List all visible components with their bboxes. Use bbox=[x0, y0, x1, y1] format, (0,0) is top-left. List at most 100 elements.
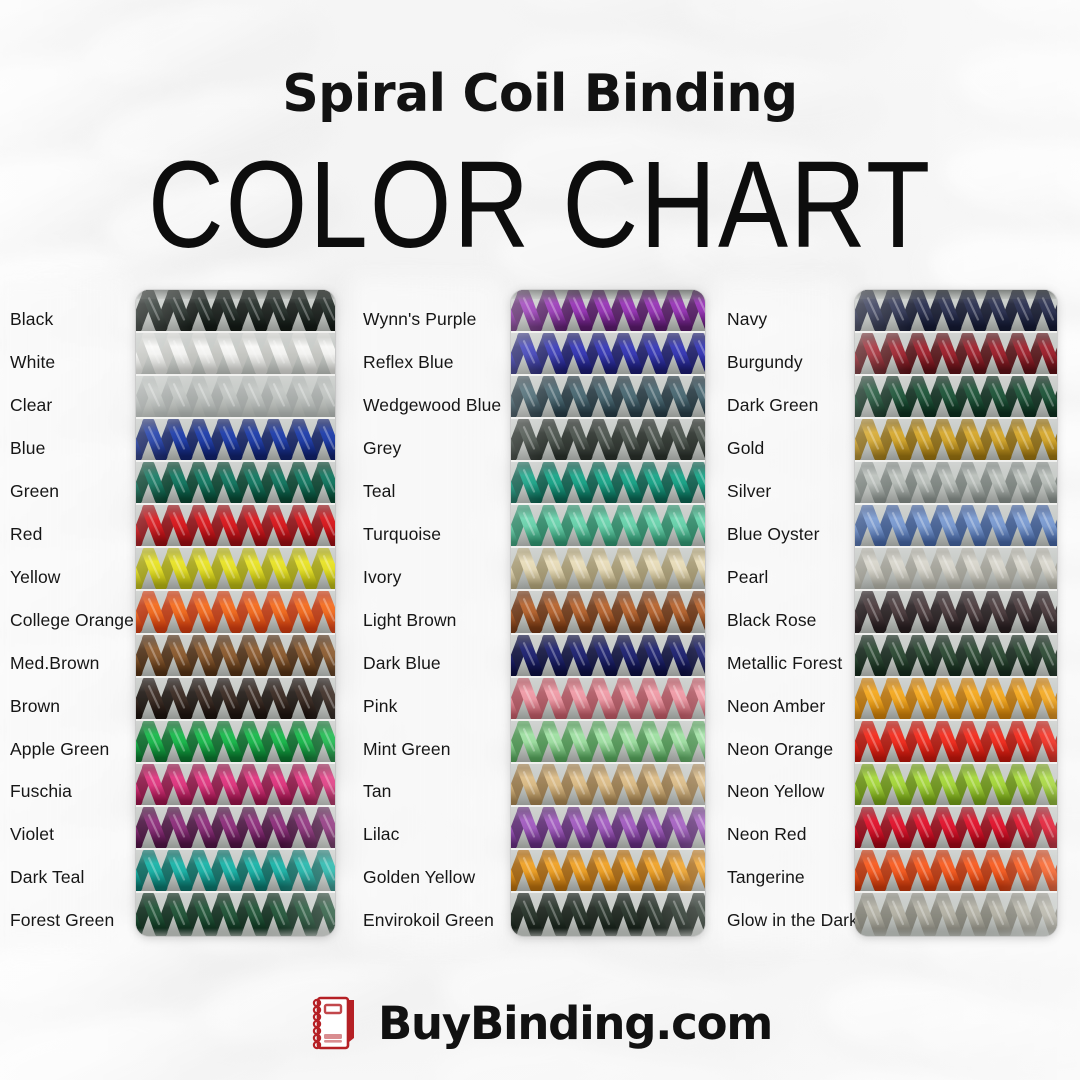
coil-swatch-row[interactable] bbox=[136, 591, 335, 635]
coil-swatch-row[interactable] bbox=[511, 677, 705, 721]
color-label[interactable]: Clear bbox=[10, 394, 53, 415]
coil-swatch-row[interactable] bbox=[136, 849, 335, 893]
coil-swatch-row[interactable] bbox=[136, 505, 335, 549]
coil-swatch-row[interactable] bbox=[136, 419, 335, 463]
coil-row-list bbox=[855, 290, 1057, 936]
coil-swatch-row[interactable] bbox=[136, 677, 335, 721]
color-label[interactable]: Neon Yellow bbox=[727, 781, 825, 802]
color-label[interactable]: Dark Green bbox=[727, 394, 819, 415]
color-label[interactable]: Yellow bbox=[10, 566, 61, 587]
coil-swatch-row[interactable] bbox=[511, 634, 705, 678]
coil-swatch-row[interactable] bbox=[511, 892, 705, 936]
coil-swatch-row[interactable] bbox=[855, 849, 1057, 893]
color-label[interactable]: Tan bbox=[363, 781, 392, 802]
footer-branding: BuyBinding.com bbox=[0, 965, 1080, 1080]
coil-swatch-row[interactable] bbox=[855, 462, 1057, 506]
coil-swatch-row[interactable] bbox=[855, 634, 1057, 678]
coil-swatch-row[interactable] bbox=[511, 763, 705, 807]
color-label[interactable]: Pink bbox=[363, 695, 398, 716]
color-label[interactable]: Red bbox=[10, 523, 43, 544]
color-label[interactable]: Ivory bbox=[363, 566, 402, 587]
color-label[interactable]: Silver bbox=[727, 480, 772, 501]
coil-swatch-row[interactable] bbox=[136, 806, 335, 850]
coil-swatch-row[interactable] bbox=[136, 548, 335, 592]
color-label[interactable]: Gold bbox=[727, 437, 765, 458]
coil-swatch-row[interactable] bbox=[511, 720, 705, 764]
coil-swatch-row[interactable] bbox=[855, 419, 1057, 463]
coil-swatch-row[interactable] bbox=[136, 763, 335, 807]
color-label[interactable]: Dark Blue bbox=[363, 652, 441, 673]
color-label[interactable]: Metallic Forest bbox=[727, 652, 843, 673]
coil-swatch-row[interactable] bbox=[511, 333, 705, 377]
color-label[interactable]: Blue bbox=[10, 437, 46, 458]
color-label[interactable]: Reflex Blue bbox=[363, 351, 454, 372]
color-label[interactable]: Apple Green bbox=[10, 738, 110, 759]
color-label[interactable]: Blue Oyster bbox=[727, 523, 820, 544]
coil-swatch-row[interactable] bbox=[136, 333, 335, 377]
color-label[interactable]: Burgundy bbox=[727, 351, 803, 372]
color-label[interactable]: Neon Amber bbox=[727, 695, 826, 716]
color-label[interactable]: Wedgewood Blue bbox=[363, 394, 502, 415]
color-label[interactable]: Forest Green bbox=[10, 910, 115, 931]
coil-swatch-row[interactable] bbox=[855, 763, 1057, 807]
subtitle-spiral-coil-binding: Spiral Coil Binding bbox=[282, 64, 798, 124]
coil-swatch-row[interactable] bbox=[136, 290, 335, 334]
logo-wordmark: BuyBinding.com bbox=[377, 997, 773, 1050]
color-label[interactable]: Brown bbox=[10, 695, 61, 716]
color-label[interactable]: Violet bbox=[10, 824, 55, 845]
color-label[interactable]: Dark Teal bbox=[10, 867, 85, 888]
coil-swatch-row[interactable] bbox=[511, 462, 705, 506]
coil-swatch-row[interactable] bbox=[855, 333, 1057, 377]
coil-swatch-row[interactable] bbox=[511, 591, 705, 635]
chart-header: Spiral Coil Binding COLOR CHART bbox=[0, 0, 1080, 268]
color-label[interactable]: Turquoise bbox=[363, 523, 442, 544]
coil-swatch-row[interactable] bbox=[855, 720, 1057, 764]
coil-swatch-row[interactable] bbox=[855, 591, 1057, 635]
coil-swatch-row[interactable] bbox=[136, 892, 335, 936]
coil-swatch-row[interactable] bbox=[855, 548, 1057, 592]
coil-swatch-row[interactable] bbox=[855, 677, 1057, 721]
coil-swatch-row[interactable] bbox=[855, 290, 1057, 334]
coil-swatch-row[interactable] bbox=[855, 806, 1057, 850]
color-label[interactable]: Fuschia bbox=[10, 781, 72, 802]
coil-swatch-row[interactable] bbox=[855, 376, 1057, 420]
coil-swatch-row[interactable] bbox=[136, 376, 335, 420]
coil-swatch-row[interactable] bbox=[511, 376, 705, 420]
color-label[interactable]: Envirokoil Green bbox=[363, 910, 494, 931]
color-label[interactable]: Neon Orange bbox=[727, 738, 834, 759]
color-label[interactable]: Green bbox=[10, 480, 60, 501]
color-label[interactable]: College Orange bbox=[10, 609, 134, 630]
color-label[interactable]: Black bbox=[10, 309, 54, 329]
color-label[interactable]: Teal bbox=[363, 480, 396, 501]
coil-row-list bbox=[136, 290, 335, 936]
color-label[interactable]: Navy bbox=[727, 309, 768, 329]
color-label[interactable]: Lilac bbox=[363, 824, 400, 845]
coil-swatch-row[interactable] bbox=[511, 806, 705, 850]
coil-sample-panel bbox=[855, 290, 1057, 936]
color-label[interactable]: Med.Brown bbox=[10, 652, 100, 673]
coil-swatch-row[interactable] bbox=[511, 290, 705, 334]
color-label[interactable]: Pearl bbox=[727, 566, 769, 587]
coil-swatch-row[interactable] bbox=[855, 892, 1057, 936]
color-label[interactable]: Mint Green bbox=[363, 738, 451, 759]
color-label[interactable]: Black Rose bbox=[727, 609, 817, 630]
color-label[interactable]: Wynn's Purple bbox=[363, 309, 477, 329]
color-label[interactable]: Golden Yellow bbox=[363, 867, 476, 888]
coil-swatch-row[interactable] bbox=[136, 720, 335, 764]
color-label[interactable]: Tangerine bbox=[727, 867, 805, 888]
coil-swatch-row[interactable] bbox=[511, 419, 705, 463]
coil-swatch-row[interactable] bbox=[136, 462, 335, 506]
coil-swatch-row[interactable] bbox=[511, 505, 705, 549]
coil-swatch-row[interactable] bbox=[136, 634, 335, 678]
coil-swatch-row[interactable] bbox=[511, 548, 705, 592]
label-backdrop bbox=[0, 278, 128, 948]
color-label[interactable]: Glow in the Dark bbox=[727, 910, 858, 931]
coil-swatch-row[interactable] bbox=[511, 849, 705, 893]
coil-sample-panel bbox=[136, 290, 335, 936]
label-backdrop bbox=[349, 278, 503, 948]
color-label[interactable]: Neon Red bbox=[727, 824, 807, 845]
coil-swatch-row[interactable] bbox=[855, 505, 1057, 549]
color-label[interactable]: White bbox=[10, 351, 56, 372]
color-label[interactable]: Light Brown bbox=[363, 609, 457, 630]
color-label[interactable]: Grey bbox=[363, 437, 402, 458]
